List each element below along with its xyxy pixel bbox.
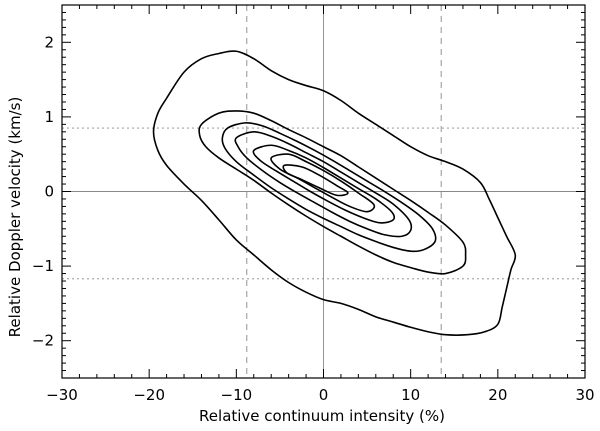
x-tick-label: 0 [319,386,329,404]
x-tick-label: 30 [575,386,594,404]
y-tick-label: −2 [32,332,54,350]
axis-ticks [61,4,586,379]
x-axis-label: Relative continuum intensity (%) [199,407,445,425]
contour-level-7 [282,164,349,197]
x-tick-label: −20 [133,386,165,404]
y-tick-label: 1 [44,108,54,126]
contour-level-5 [252,144,396,224]
y-tick-label: −1 [32,257,54,275]
y-tick-label: 0 [44,183,54,201]
x-tick-label: 20 [488,386,507,404]
plot-frame [61,4,586,379]
x-tick-label: −10 [221,386,253,404]
contour-level-3 [221,122,437,253]
contour-level-1 [152,50,517,336]
contour-level-4 [234,131,413,238]
contour-level-2 [198,110,467,275]
y-axis-label: Relative Doppler velocity (km/s) [6,97,24,338]
contour-lines [152,50,517,336]
x-tick-label: 10 [401,386,420,404]
reference-lines [62,5,585,378]
x-tick-labels: −30 −20 −10 0 10 20 30 [46,386,594,404]
y-tick-labels: −2 −1 0 1 2 [32,33,54,349]
y-tick-label: 2 [44,33,54,51]
x-tick-label: −30 [46,386,78,404]
